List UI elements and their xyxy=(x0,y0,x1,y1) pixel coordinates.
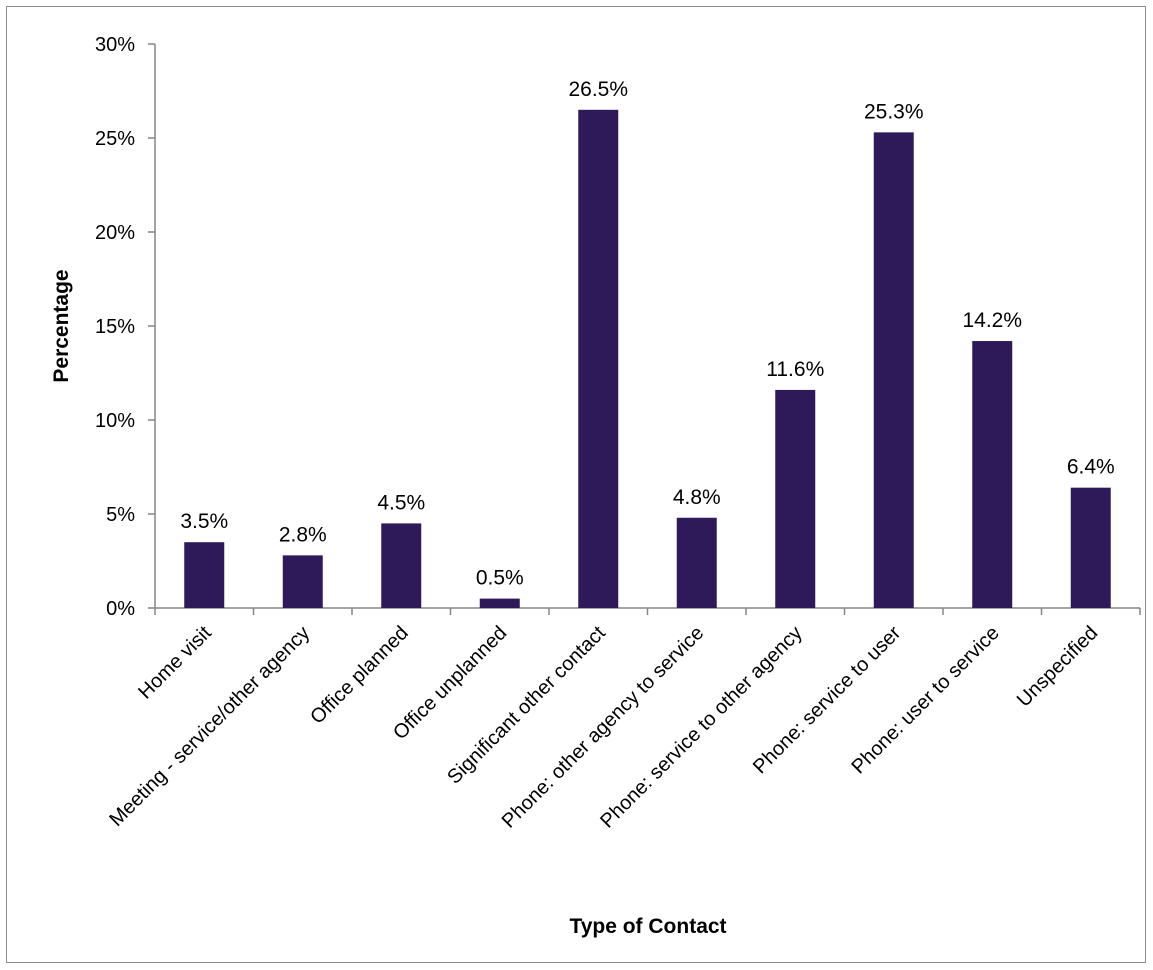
y-tick-label: 15% xyxy=(95,316,135,338)
data-label: 26.5% xyxy=(568,78,628,101)
data-label: 25.3% xyxy=(864,100,924,123)
bar xyxy=(775,389,816,608)
category-label: Phone: service to other agency xyxy=(596,622,807,833)
bar xyxy=(381,523,422,608)
category-label: Meeting - service/other agency xyxy=(105,622,314,831)
bar xyxy=(479,598,520,608)
bar xyxy=(1070,487,1111,608)
category-label: Home visit xyxy=(134,622,216,704)
category-label: Phone: other agency to service xyxy=(498,622,709,833)
category-label: Significant other contact xyxy=(443,622,610,789)
y-axis: 0% 5% 10% 15% 20% 25% 30% xyxy=(95,34,156,620)
bar xyxy=(873,132,914,609)
y-tick-label: 30% xyxy=(95,34,135,56)
y-tick-label: 10% xyxy=(95,410,135,432)
y-tick-label: 20% xyxy=(95,222,135,244)
y-tick-label: 5% xyxy=(106,504,135,526)
y-tick-label: 25% xyxy=(95,128,135,150)
bar xyxy=(282,555,323,608)
data-label: 6.4% xyxy=(1067,456,1115,479)
data-label: 3.5% xyxy=(180,510,228,533)
bar xyxy=(972,341,1013,608)
y-axis-title: Percentage xyxy=(50,269,73,382)
data-label: 14.2% xyxy=(962,309,1022,332)
x-axis-title: Type of Contact xyxy=(569,915,726,938)
bar xyxy=(578,109,619,609)
data-label: 11.6% xyxy=(766,358,824,381)
bars xyxy=(184,109,1111,609)
data-label: 0.5% xyxy=(476,567,524,590)
category-label: Office planned xyxy=(306,622,413,729)
data-label: 4.5% xyxy=(377,491,425,514)
category-label: Unspecified xyxy=(1013,622,1102,711)
data-label: 4.8% xyxy=(673,486,721,509)
bar xyxy=(676,517,717,608)
data-labels: 3.5% 2.8% 4.5% 0.5% 26.5% 4.8% 11.6% 25.3% 14.2%… xyxy=(180,78,1114,590)
bar xyxy=(184,542,225,608)
y-tick-label: 0% xyxy=(106,598,135,620)
data-label: 2.8% xyxy=(279,523,327,546)
chart-frame xyxy=(6,6,1146,963)
x-axis xyxy=(154,607,1141,615)
